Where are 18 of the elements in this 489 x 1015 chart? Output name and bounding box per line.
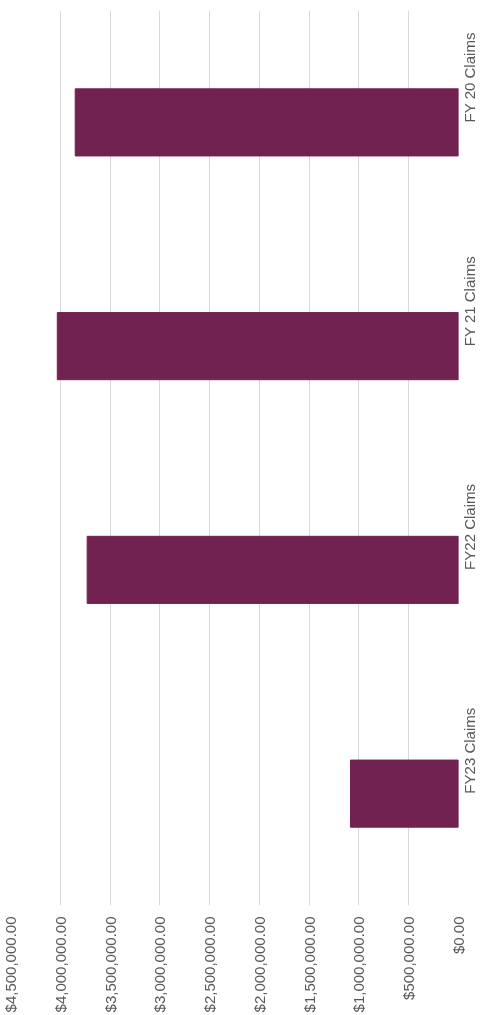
y-tick-label: FY 20 Claims — [461, 32, 478, 123]
bar — [74, 88, 459, 157]
bar — [56, 312, 459, 381]
y-tick-label: FY 21 Claims — [461, 256, 478, 347]
x-tick-label: $3,500,000.00 — [101, 916, 119, 1013]
x-tick-label: $2,500,000.00 — [201, 916, 219, 1013]
x-tick-label: $1,500,000.00 — [300, 916, 318, 1013]
bar — [86, 535, 459, 604]
bar — [349, 759, 459, 828]
x-tick-label: $4,500,000.00 — [2, 916, 19, 1013]
x-tick-label: $4,000,000.00 — [51, 916, 69, 1013]
x-tick-label: $0.00 — [450, 916, 467, 955]
x-tick-label: $1,000,000.00 — [350, 916, 368, 1013]
x-tick-label: $3,000,000.00 — [151, 916, 169, 1013]
y-tick-label: FY23 Claims — [461, 707, 478, 794]
x-tick-label: $500,000.00 — [400, 916, 418, 1000]
y-tick-label: FY22 Claims — [461, 484, 478, 570]
x-tick-label: $2,000,000.00 — [250, 916, 268, 1013]
